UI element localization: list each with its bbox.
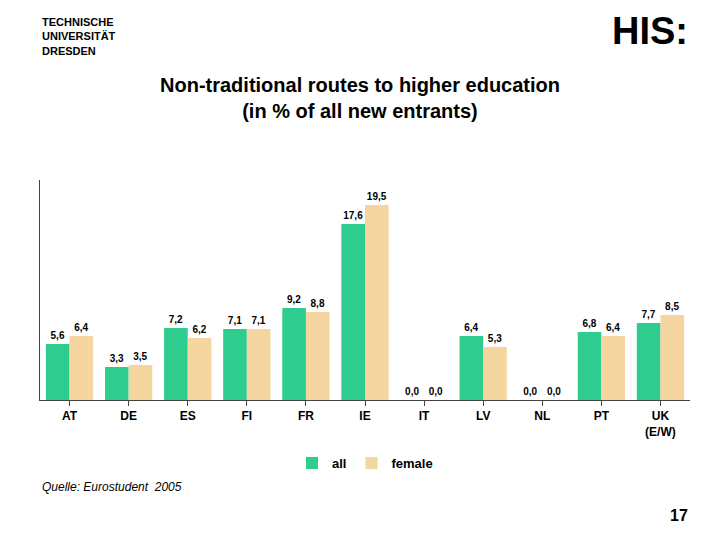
svg-text:0,0: 0,0 [429, 386, 443, 397]
svg-text:0,0: 0,0 [547, 386, 561, 397]
svg-text:0,0: 0,0 [405, 386, 419, 397]
svg-text:5,3: 5,3 [488, 333, 502, 344]
svg-text:female: female [391, 456, 432, 471]
svg-text:FR: FR [298, 409, 314, 423]
svg-text:5,6: 5,6 [51, 330, 65, 341]
svg-text:IE: IE [359, 409, 370, 423]
svg-text:6,2: 6,2 [192, 324, 206, 335]
svg-text:TECHNISCHEUNIVERSITÄTDRESDEN: TECHNISCHEUNIVERSITÄTDRESDEN [42, 16, 116, 57]
svg-text:9,2: 9,2 [287, 294, 301, 305]
svg-text:DE: DE [120, 409, 137, 423]
svg-text:FI: FI [241, 409, 252, 423]
svg-text:HIS:: HIS: [612, 10, 688, 52]
svg-text:0,0: 0,0 [523, 386, 537, 397]
svg-text:3,3: 3,3 [110, 353, 124, 364]
svg-text:7,1: 7,1 [228, 315, 242, 326]
svg-text:6,4: 6,4 [464, 322, 478, 333]
svg-text:3,5: 3,5 [133, 351, 147, 362]
svg-text:19,5: 19,5 [367, 191, 387, 202]
svg-text:NL: NL [534, 409, 550, 423]
svg-text:7,2: 7,2 [169, 314, 183, 325]
svg-text:all: all [332, 456, 346, 471]
svg-text:Quelle: Eurostudent 2005: Quelle: Eurostudent 2005 [42, 480, 182, 494]
svg-text:AT: AT [62, 409, 78, 423]
svg-text:7,7: 7,7 [641, 309, 655, 320]
svg-text:UK(E/W): UK(E/W) [645, 409, 676, 439]
svg-text:PT: PT [594, 409, 610, 423]
svg-text:17,6: 17,6 [343, 210, 363, 221]
svg-text:17: 17 [670, 507, 688, 524]
svg-text:IT: IT [419, 409, 430, 423]
svg-text:6,4: 6,4 [606, 322, 620, 333]
svg-text:ES: ES [180, 409, 196, 423]
svg-text:6,8: 6,8 [582, 318, 596, 329]
svg-text:8,8: 8,8 [311, 298, 325, 309]
svg-text:7,1: 7,1 [251, 315, 265, 326]
svg-text:6,4: 6,4 [74, 322, 88, 333]
svg-text:LV: LV [476, 409, 490, 423]
svg-text:Non-traditional routes to high: Non-traditional routes to higher educati… [160, 74, 560, 122]
svg-text:8,5: 8,5 [665, 301, 679, 312]
